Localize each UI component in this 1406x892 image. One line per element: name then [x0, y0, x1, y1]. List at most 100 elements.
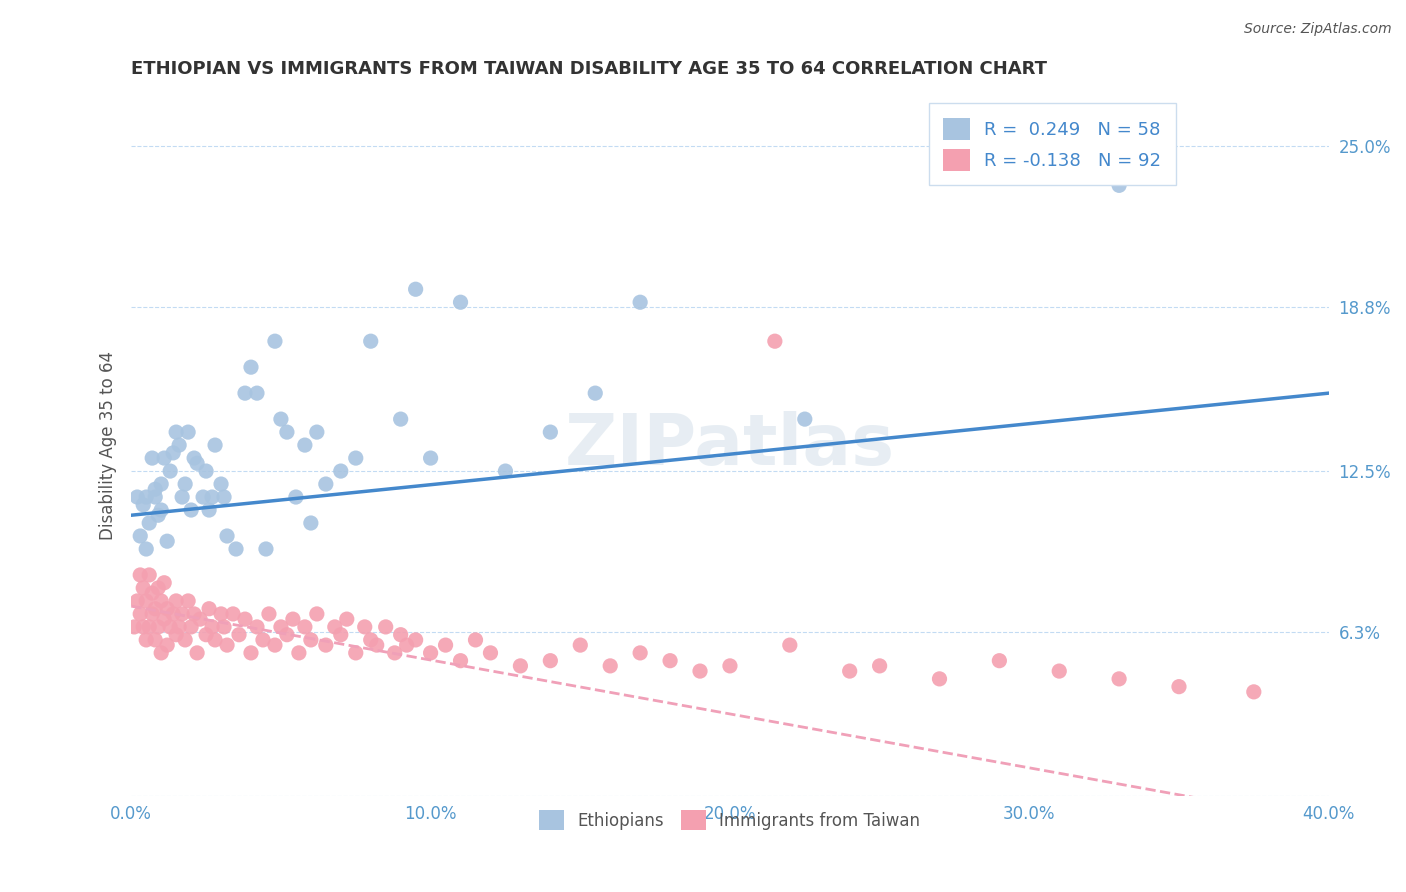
Point	[167, 620, 190, 634]
Point	[222, 607, 245, 621]
Point	[143, 490, 166, 504]
Text: ETHIOPIAN VS IMMIGRANTS FROM TAIWAN DISABILITY AGE 35 TO 64 CORRELATION CHART: ETHIOPIAN VS IMMIGRANTS FROM TAIWAN DISA…	[131, 60, 1047, 78]
Point	[132, 498, 155, 512]
Point	[159, 464, 181, 478]
Point	[195, 464, 218, 478]
Point	[150, 477, 173, 491]
Point	[135, 490, 157, 504]
Point	[188, 612, 211, 626]
Point	[135, 632, 157, 647]
Point	[374, 620, 396, 634]
Point	[129, 568, 152, 582]
Point	[191, 490, 214, 504]
Point	[419, 451, 441, 466]
Point	[538, 425, 561, 439]
Point	[159, 620, 181, 634]
Point	[240, 646, 263, 660]
Text: ZIPatlas: ZIPatlas	[565, 410, 896, 480]
Point	[180, 503, 202, 517]
Point	[141, 586, 163, 600]
Point	[228, 628, 250, 642]
Point	[201, 620, 224, 634]
Point	[212, 620, 235, 634]
Point	[122, 620, 145, 634]
Point	[153, 575, 176, 590]
Point	[569, 638, 592, 652]
Point	[509, 659, 531, 673]
Point	[172, 490, 194, 504]
Point	[172, 607, 194, 621]
Point	[240, 360, 263, 375]
Point	[284, 490, 307, 504]
Point	[198, 601, 221, 615]
Point	[779, 638, 801, 652]
Point	[180, 620, 202, 634]
Point	[270, 412, 292, 426]
Point	[153, 451, 176, 466]
Point	[167, 438, 190, 452]
Point	[252, 632, 274, 647]
Point	[450, 654, 472, 668]
Point	[150, 646, 173, 660]
Point	[628, 646, 651, 660]
Point	[162, 446, 184, 460]
Point	[288, 646, 311, 660]
Point	[434, 638, 457, 652]
Point	[183, 451, 205, 466]
Point	[141, 451, 163, 466]
Point	[1108, 672, 1130, 686]
Legend: R =  0.249   N = 58, R = -0.138   N = 92: R = 0.249 N = 58, R = -0.138 N = 92	[928, 103, 1175, 186]
Point	[479, 646, 502, 660]
Point	[233, 612, 256, 626]
Point	[628, 295, 651, 310]
Point	[336, 612, 359, 626]
Point	[127, 490, 149, 504]
Point	[138, 516, 160, 530]
Point	[225, 541, 247, 556]
Point	[494, 464, 516, 478]
Point	[138, 568, 160, 582]
Point	[143, 632, 166, 647]
Point	[150, 594, 173, 608]
Y-axis label: Disability Age 35 to 64: Disability Age 35 to 64	[100, 351, 117, 540]
Point	[395, 638, 418, 652]
Point	[1243, 685, 1265, 699]
Point	[389, 628, 412, 642]
Point	[150, 503, 173, 517]
Point	[264, 638, 287, 652]
Point	[315, 477, 337, 491]
Point	[195, 628, 218, 642]
Point	[138, 620, 160, 634]
Point	[405, 632, 427, 647]
Point	[132, 581, 155, 595]
Point	[153, 612, 176, 626]
Point	[276, 425, 298, 439]
Point	[129, 529, 152, 543]
Point	[127, 594, 149, 608]
Point	[135, 594, 157, 608]
Point	[156, 601, 179, 615]
Point	[129, 607, 152, 621]
Point	[405, 282, 427, 296]
Point	[165, 425, 187, 439]
Point	[215, 529, 238, 543]
Point	[315, 638, 337, 652]
Point	[204, 632, 226, 647]
Point	[294, 438, 316, 452]
Point	[186, 646, 208, 660]
Point	[389, 412, 412, 426]
Point	[174, 477, 197, 491]
Point	[464, 632, 486, 647]
Point	[209, 607, 232, 621]
Point	[174, 632, 197, 647]
Point	[246, 386, 269, 401]
Point	[1168, 680, 1191, 694]
Point	[329, 464, 352, 478]
Point	[156, 638, 179, 652]
Point	[148, 581, 170, 595]
Point	[294, 620, 316, 634]
Point	[305, 607, 328, 621]
Point	[928, 672, 950, 686]
Point	[344, 646, 367, 660]
Point	[450, 295, 472, 310]
